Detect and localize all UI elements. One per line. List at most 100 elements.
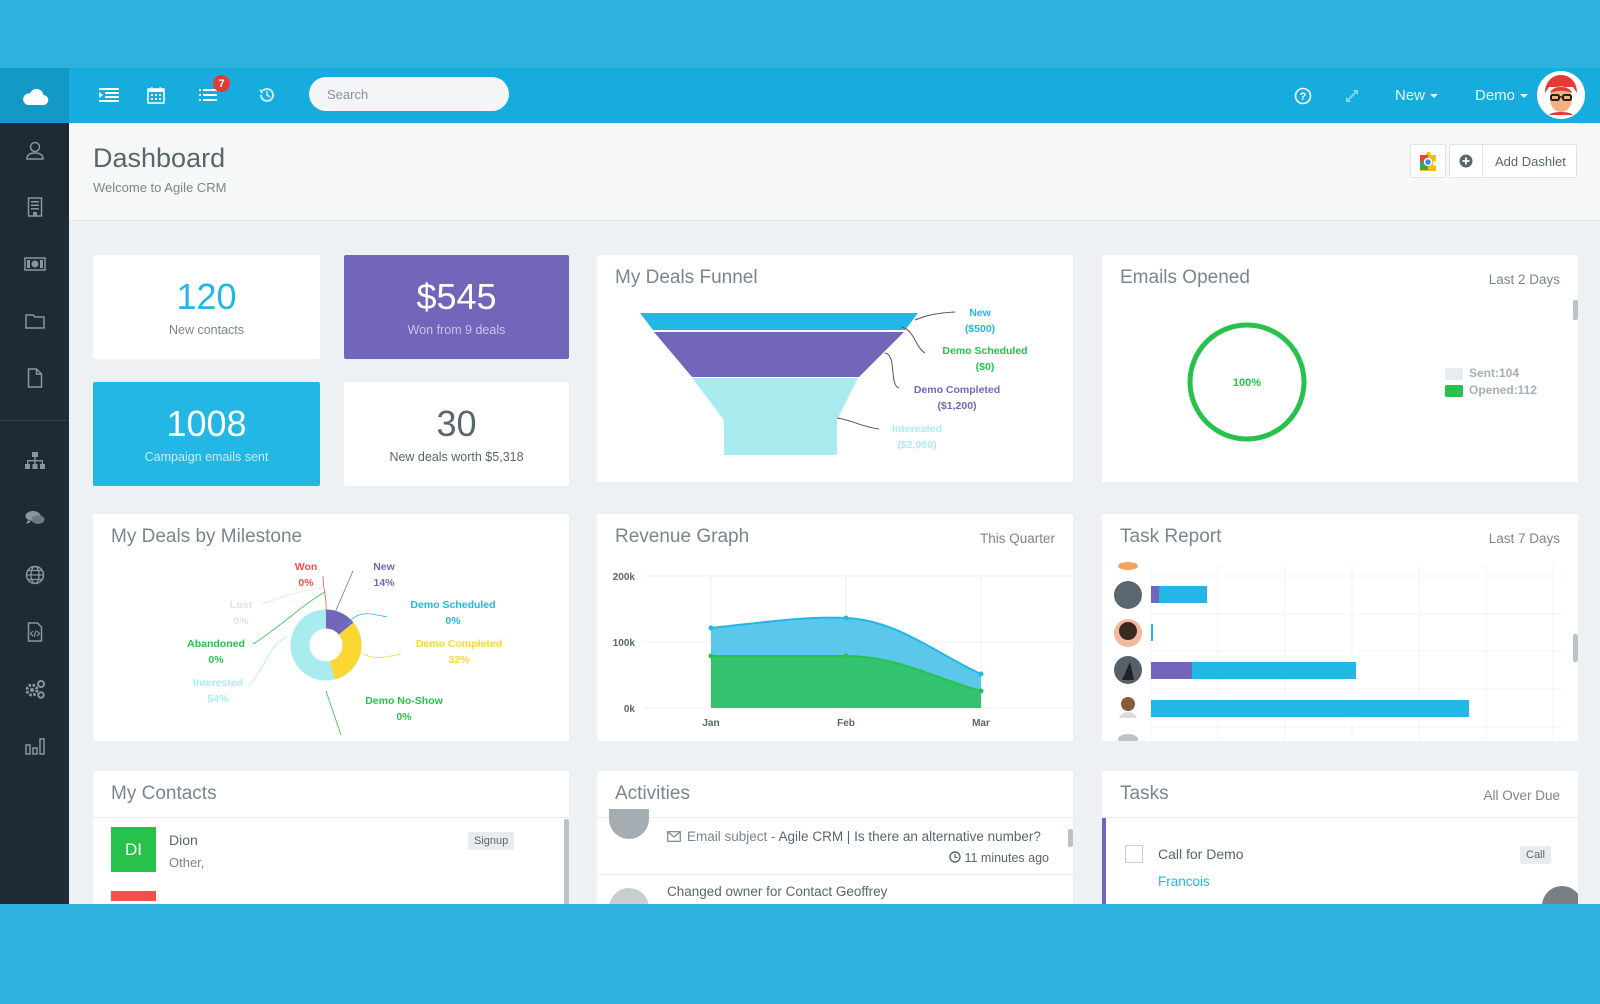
contact-avatar[interactable]	[111, 891, 156, 901]
contact-name[interactable]: Dion	[169, 832, 198, 848]
stat-card-won-deals[interactable]: $545 Won from 9 deals	[344, 255, 569, 359]
menu-list-icon[interactable]	[95, 81, 123, 109]
range-label[interactable]: This Quarter	[979, 531, 1055, 546]
sidebar	[0, 123, 69, 904]
dashlet-title: Tasks	[1120, 783, 1169, 804]
companies-icon	[27, 197, 42, 217]
sidebar-item-workflows[interactable]	[0, 439, 69, 483]
svg-text:Jan: Jan	[702, 718, 719, 729]
search-input[interactable]	[327, 86, 503, 102]
stat-card-new-contacts[interactable]: 120 New contacts	[93, 255, 320, 359]
svg-text:100k: 100k	[613, 638, 636, 649]
milestone-donut-chart[interactable]: Won 0% New 14% Demo Scheduled 0% Demo Co…	[93, 514, 569, 741]
page-subtitle: Welcome to Agile CRM	[93, 180, 227, 195]
svg-text:0%: 0%	[396, 711, 412, 723]
range-label[interactable]: All Over Due	[1483, 788, 1560, 803]
brand-logo[interactable]	[0, 68, 69, 123]
scrollbar[interactable]	[1573, 634, 1578, 662]
user-avatar-4	[1121, 697, 1135, 711]
add-dashlet-button[interactable]: Add Dashlet	[1449, 144, 1577, 178]
activity-item[interactable]: Changed owner for Contact Geoffrey	[667, 884, 888, 899]
svg-text:0%: 0%	[445, 615, 461, 627]
task-title[interactable]: Call for Demo	[1158, 846, 1244, 862]
sidebar-item-chat[interactable]	[0, 496, 69, 540]
question-circle-icon: ?	[1294, 87, 1312, 104]
svg-text:Demo Scheduled: Demo Scheduled	[942, 345, 1027, 357]
svg-text:($2,000): ($2,000)	[897, 439, 936, 451]
revenue-area-chart[interactable]: 200k 100k 0k Jan Feb Mar	[597, 514, 1073, 741]
svg-text:Interested: Interested	[892, 423, 942, 435]
task-tag[interactable]: Call	[1520, 846, 1551, 864]
activities-dashlet: Activities Email subject - Agile CRM | I…	[597, 771, 1073, 904]
clock-icon	[949, 851, 961, 863]
calendar-icon[interactable]	[142, 81, 170, 109]
svg-text:54%: 54%	[207, 693, 229, 705]
chrome-extension-button[interactable]	[1410, 144, 1446, 178]
svg-text:32%: 32%	[448, 654, 470, 666]
task-report-bar-chart[interactable]	[1102, 514, 1578, 741]
sidebar-item-companies[interactable]	[0, 185, 69, 229]
svg-text:Feb: Feb	[837, 718, 855, 729]
range-label[interactable]: Last 2 Days	[1488, 272, 1560, 287]
reports-bar-chart-icon	[24, 738, 45, 755]
search-box[interactable]	[309, 77, 509, 111]
revenue-graph-dashlet: Revenue Graph This Quarter 200k 100k 0k …	[597, 514, 1073, 741]
chrome-extension-icon	[1420, 152, 1436, 171]
svg-text:New: New	[373, 561, 395, 573]
svg-text:0%: 0%	[298, 577, 314, 589]
stat-card-new-deals[interactable]: 30 New deals worth $5,318	[344, 382, 569, 486]
sidebar-item-reports[interactable]	[0, 724, 69, 768]
sidebar-item-landing-pages[interactable]	[0, 610, 69, 654]
range-label[interactable]: Last 7 Days	[1488, 531, 1560, 546]
emails-donut-chart[interactable]: 100%	[1102, 255, 1578, 482]
scrollbar[interactable]	[1573, 300, 1578, 320]
svg-text:0%: 0%	[208, 654, 224, 666]
contacts-icon	[25, 141, 44, 160]
help-button[interactable]: ?	[1294, 68, 1312, 123]
expand-arrows-icon	[1346, 89, 1358, 102]
dashlet-title: My Deals Funnel	[615, 267, 758, 288]
activity-avatar	[609, 888, 649, 904]
svg-text:Abandoned: Abandoned	[187, 638, 245, 650]
task-report-dashlet: Task Report Last 7 Days	[1102, 514, 1578, 741]
history-icon[interactable]	[253, 81, 281, 109]
page-title: Dashboard	[93, 143, 226, 173]
svg-text:0%: 0%	[233, 615, 249, 627]
sidebar-item-deals[interactable]	[0, 242, 69, 286]
sidebar-item-cases[interactable]	[0, 299, 69, 343]
task-checkbox[interactable]	[1125, 845, 1143, 863]
contact-avatar[interactable]: DI	[111, 827, 156, 872]
user-dropdown[interactable]: Demo	[1475, 68, 1529, 123]
new-dropdown[interactable]: New	[1395, 68, 1439, 123]
contact-tag[interactable]: Signup	[468, 832, 515, 850]
scrollbar[interactable]	[564, 819, 569, 904]
web-globe-icon	[25, 565, 44, 585]
svg-text:Demo Completed: Demo Completed	[416, 638, 502, 650]
fullscreen-button[interactable]	[1344, 68, 1360, 123]
tasks-list-icon[interactable]: 7	[194, 75, 230, 109]
svg-text:Demo Completed: Demo Completed	[914, 384, 1000, 396]
svg-text:200k: 200k	[613, 572, 636, 583]
user-avatar[interactable]	[1537, 71, 1585, 119]
stat-card-campaign-emails[interactable]: 1008 Campaign emails sent	[93, 382, 320, 486]
funnel-chart[interactable]: New ($500) Demo Scheduled ($0) Demo Comp…	[597, 255, 1073, 482]
sidebar-item-documents[interactable]	[0, 356, 69, 400]
sidebar-divider	[0, 420, 69, 421]
task-contact-link[interactable]: Francois	[1158, 874, 1210, 889]
sidebar-item-web[interactable]	[0, 553, 69, 597]
my-contacts-dashlet: My Contacts DI Dion Other, Signup	[93, 771, 569, 904]
sidebar-item-settings[interactable]	[0, 667, 69, 711]
dashlet-title: My Deals by Milestone	[111, 526, 303, 547]
page-header: Dashboard Welcome to Agile CRM Add Dashl…	[69, 123, 1600, 221]
scrollbar[interactable]	[1068, 829, 1073, 847]
cloud-icon	[22, 88, 48, 105]
envelope-icon	[667, 831, 681, 842]
activity-item[interactable]: Email subject - Agile CRM | Is there an …	[667, 829, 1041, 844]
sidebar-item-contacts[interactable]	[0, 128, 69, 172]
task-priority-bar	[1102, 818, 1106, 904]
landing-pages-code-icon	[27, 622, 42, 642]
tasks-dashlet: Tasks All Over Due Call for Demo Francoi…	[1102, 771, 1578, 904]
svg-text:100%: 100%	[1233, 377, 1261, 389]
documents-icon	[27, 368, 42, 388]
activity-avatar	[609, 809, 649, 839]
